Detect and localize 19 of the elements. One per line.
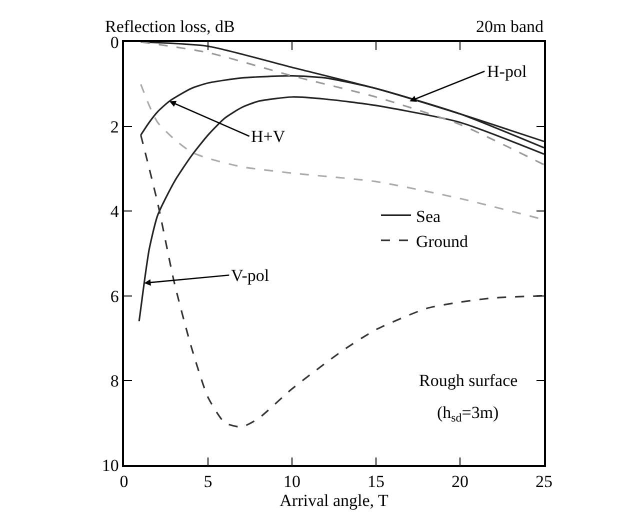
text: 20m band [476, 17, 544, 36]
annotation: Rough surface [419, 371, 518, 390]
x-tick-label: 15 [368, 472, 384, 492]
annotation: H+V [251, 127, 286, 146]
annotation: V-pol [231, 266, 270, 285]
legend-label: Sea [416, 206, 441, 226]
x-axis-title: Arrival angle, T [280, 491, 389, 510]
y-tick-label: 2 [110, 118, 119, 137]
annotation: H-pol [487, 62, 527, 81]
y-tick-label: 10 [102, 456, 119, 475]
x-tick-label: 25 [536, 472, 552, 492]
y-tick-label: 8 [110, 371, 119, 390]
legend-label: Ground [416, 232, 468, 251]
y-tick-label: 4 [110, 202, 120, 222]
x-tick-label: 20 [452, 472, 468, 492]
x-tick-label: 5 [204, 472, 212, 492]
x-tick-label: 10 [284, 472, 300, 492]
y-tick-label: 6 [110, 286, 119, 306]
annotation: (h$_{sd}$=3m) [437, 403, 499, 425]
